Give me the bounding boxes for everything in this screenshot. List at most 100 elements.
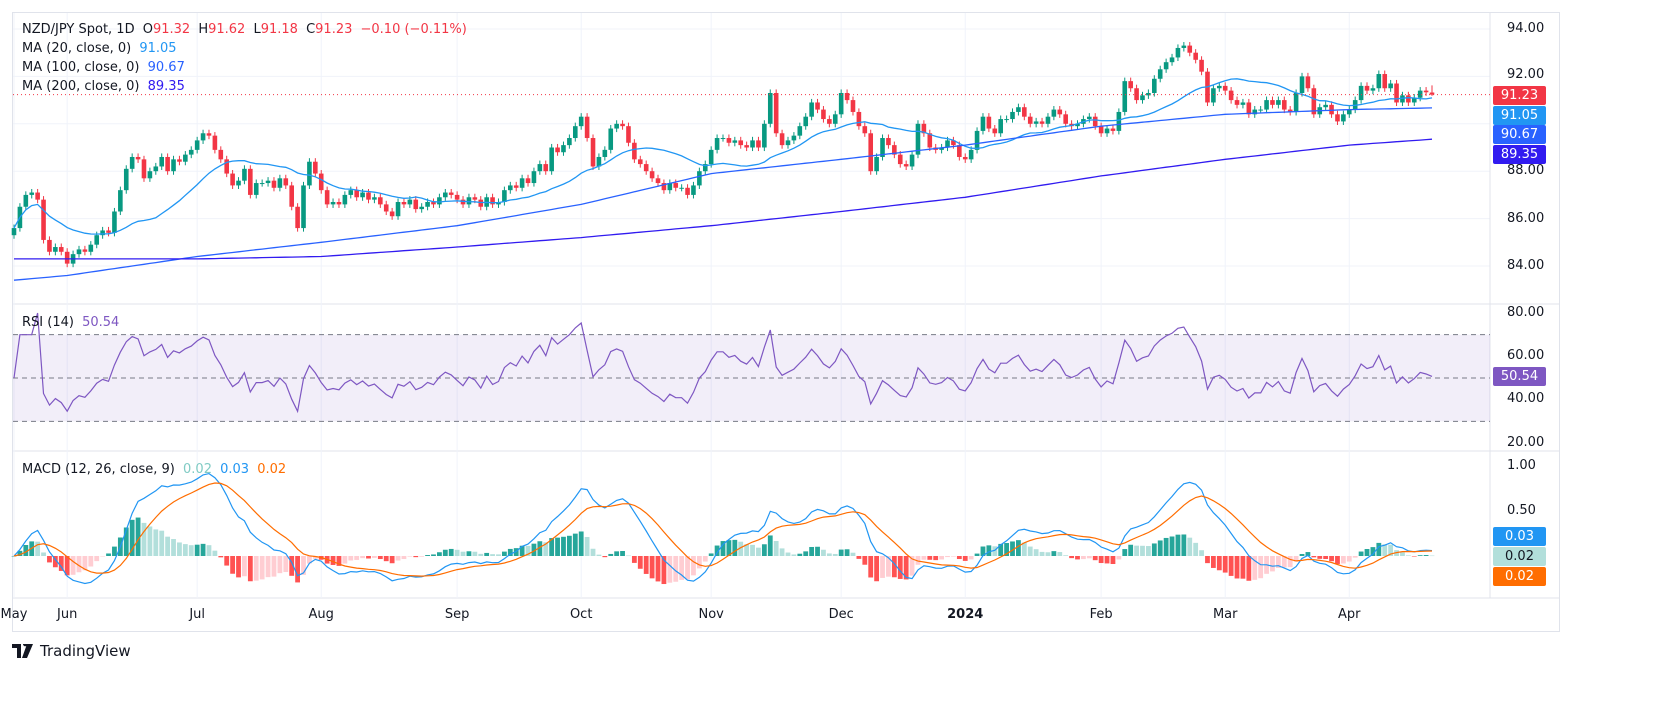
macd-histogram-bar — [513, 548, 519, 556]
tradingview-logo[interactable]: TradingView — [12, 642, 131, 660]
candle-body — [324, 190, 330, 205]
symbol-title[interactable]: NZD/JPY Spot, 1D — [22, 22, 135, 37]
macd-histogram-bar — [1228, 556, 1234, 576]
macd-histogram-bar — [1382, 544, 1388, 556]
candle-body — [1116, 111, 1122, 131]
rsi-tag: 50.54 — [1493, 367, 1546, 386]
candle-body — [35, 192, 40, 200]
macd-histogram-bar — [1340, 556, 1346, 564]
candle-body — [1258, 109, 1263, 111]
macd-histogram-bar — [1222, 556, 1228, 573]
rsi-legend[interactable]: RSI (14) 50.54 — [22, 315, 123, 330]
macd-histogram-bar — [11, 556, 17, 557]
candle-body — [490, 197, 495, 205]
macd-histogram-bar — [236, 556, 241, 578]
macd-histogram-bar — [1051, 551, 1057, 556]
candle-body — [1010, 111, 1015, 120]
macd-histogram-bar — [1417, 555, 1423, 556]
candle-body — [1169, 57, 1175, 63]
candle-body — [708, 149, 714, 165]
candle-body — [957, 145, 962, 157]
macd-histogram-bar — [962, 556, 968, 561]
macd-histogram-bar — [1004, 543, 1009, 556]
macd-histogram-bar — [265, 556, 271, 578]
candle-body — [1122, 81, 1128, 112]
candle-body — [289, 185, 294, 207]
macd-line — [13, 472, 1433, 585]
macd-histogram-bar — [1346, 556, 1352, 562]
time-axis-label: Nov — [698, 607, 724, 622]
candle-body — [1134, 88, 1139, 101]
macd-histogram-bar — [200, 543, 206, 556]
candle-body — [336, 202, 342, 205]
macd-histogram-bar — [555, 537, 560, 556]
candle-body — [1057, 109, 1063, 115]
ma200-legend[interactable]: MA (200, close, 0) 89.35 — [22, 79, 189, 94]
time-axis-label: Jun — [57, 607, 78, 622]
candle-body — [525, 178, 531, 184]
rsi-value: 50.54 — [82, 315, 120, 330]
candle-body — [1417, 90, 1423, 98]
high-label: H — [198, 22, 209, 37]
candle-body — [112, 211, 117, 233]
candle-body — [626, 126, 631, 143]
time-axis-label: Feb — [1089, 607, 1113, 622]
macd-histogram-bar — [909, 556, 915, 576]
low-value: 91.18 — [260, 22, 298, 37]
macd-histogram-bar — [815, 546, 820, 556]
macd-histogram-bar — [1027, 546, 1033, 556]
candle-body — [661, 183, 667, 191]
rsi-label: RSI (14) — [22, 315, 74, 330]
candle-body — [679, 187, 684, 189]
ma20-value: 91.05 — [139, 41, 177, 56]
candle-body — [1157, 69, 1163, 79]
macd-legend[interactable]: MACD (12, 26, close, 9) 0.02 0.03 0.02 — [22, 462, 290, 477]
time-axis-label: Mar — [1212, 607, 1238, 622]
macd-histogram-bar — [637, 556, 643, 569]
macd-histogram-bar — [1370, 547, 1376, 556]
ma20-legend[interactable]: MA (20, close, 0) 91.05 — [22, 41, 181, 56]
candle-body — [1175, 47, 1181, 58]
macd-histogram-bar — [460, 551, 466, 556]
macd-histogram-bar — [295, 556, 300, 583]
candle-body — [779, 133, 785, 146]
candle-body — [253, 183, 259, 195]
macd-histogram-bar — [1240, 556, 1246, 579]
candle-body — [1234, 100, 1240, 105]
candle-body — [614, 123, 619, 129]
ma200-line — [14, 138, 1433, 260]
candle-body — [584, 116, 590, 139]
candle-body — [1039, 121, 1045, 124]
candle-body — [962, 156, 968, 160]
macd-histogram-bar — [1092, 556, 1098, 561]
ma20-label: MA (20, close, 0) — [22, 41, 132, 56]
macd-histogram-bar — [1010, 541, 1015, 556]
candle-body — [188, 149, 194, 155]
macd-histogram-bar — [1210, 556, 1216, 568]
candle-body — [1341, 114, 1346, 122]
candle-body — [513, 185, 519, 188]
macd-histogram-bar — [566, 535, 572, 556]
macd-histogram-bar — [277, 556, 283, 574]
macd-histogram-bar — [525, 545, 531, 556]
candle-body — [360, 192, 365, 198]
macd-histogram-bar — [307, 556, 312, 564]
macd-histogram-bar — [767, 535, 773, 556]
candle-body — [850, 100, 856, 112]
candle-body — [1246, 102, 1252, 115]
macd-histogram-bar — [773, 541, 779, 556]
candle-body — [1323, 104, 1328, 108]
macd-histogram-bar — [377, 556, 383, 560]
ma100-legend[interactable]: MA (100, close, 0) 90.67 — [22, 60, 189, 75]
macd-histogram-bar — [472, 551, 478, 556]
candle-body — [951, 140, 956, 146]
candle-body — [998, 119, 1003, 134]
macd-histogram-bar — [70, 556, 76, 575]
candle-body — [1104, 128, 1110, 134]
candle-body — [1329, 104, 1334, 115]
candle-body — [1411, 97, 1417, 103]
candle-body — [608, 128, 614, 150]
candle-body — [348, 190, 354, 195]
macd-histogram-bar — [886, 556, 891, 577]
